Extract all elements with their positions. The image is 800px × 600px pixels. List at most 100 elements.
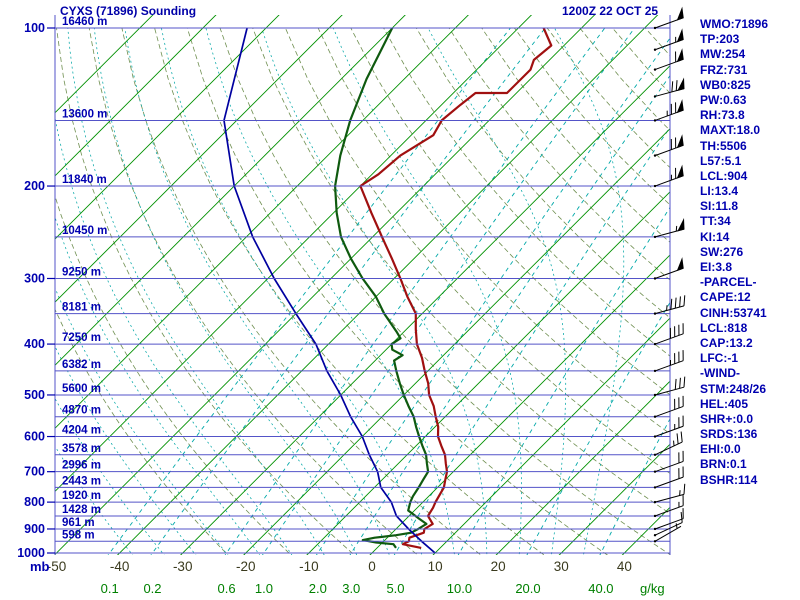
isotherm <box>55 15 469 429</box>
height-label: 1428 m <box>62 504 101 516</box>
barb-pennant <box>676 134 684 149</box>
mixing-ratio-label: 5.0 <box>386 581 404 596</box>
mixing-ratio-label: 0.6 <box>218 581 236 596</box>
dry-adiabat <box>383 27 670 357</box>
mixing-ratio-line <box>393 126 670 555</box>
temp-tick-label: -30 <box>173 559 193 574</box>
stat-line: FRZ:731 <box>700 62 748 77</box>
height-label: 1920 m <box>62 490 101 502</box>
wind-barb <box>653 77 685 98</box>
stat-line: CAP:13.2 <box>700 335 753 350</box>
pressure-unit-label: mb <box>30 559 50 574</box>
pressure-tick-label: 300 <box>24 271 45 285</box>
barb-full <box>680 431 683 443</box>
temp-tick-label: 10 <box>428 559 443 574</box>
mixing-ratio-label: 0.2 <box>143 581 161 596</box>
stat-line: WB0:825 <box>700 77 751 92</box>
stat-line: MW:254 <box>700 47 746 62</box>
pressure-tick-label: 900 <box>24 522 45 536</box>
barb-half <box>675 523 678 529</box>
moist-adiabat <box>55 397 165 555</box>
stat-line: TP:203 <box>700 32 740 47</box>
isotherm <box>369 254 670 555</box>
stat-line: LI:13.4 <box>700 184 739 199</box>
wind-barb <box>653 217 685 239</box>
height-label: 3578 m <box>62 443 101 455</box>
temp-tick-label: 20 <box>491 559 506 574</box>
barb-staff <box>654 305 685 315</box>
mixing-unit-label: g/kg <box>640 581 665 596</box>
pressure-tick-label: 800 <box>24 495 45 509</box>
mixing-ratio-line <box>107 27 511 555</box>
moist-adiabat <box>93 27 358 555</box>
wind-barb <box>653 450 684 473</box>
wind-barb <box>653 323 684 346</box>
dry-adiabat <box>88 27 419 555</box>
mixing-ratio-label: 10.0 <box>447 581 472 596</box>
barb-staff <box>654 525 682 542</box>
isotherm <box>55 15 406 366</box>
temperature-path <box>359 27 553 549</box>
moist-adiabat <box>161 27 423 555</box>
dry-adiabat-lines <box>55 27 670 555</box>
barb-pennant <box>676 257 684 272</box>
pressure-tick-label: 1000 <box>17 546 45 560</box>
pressure-ticks <box>47 27 55 554</box>
barb-staff <box>654 360 684 372</box>
temp-tick-label: -10 <box>299 559 319 574</box>
barb-full <box>676 433 679 445</box>
isotherm <box>180 65 670 555</box>
wind-barb <box>653 28 684 51</box>
barb-full <box>683 295 686 306</box>
barb-staff <box>654 522 683 536</box>
mixing-ratio-line <box>599 417 670 555</box>
stat-line: MAXT:18.0 <box>700 123 761 138</box>
stat-section-header: -PARCEL- <box>700 275 757 290</box>
barb-pennant <box>676 99 684 114</box>
wind-barb <box>653 395 684 418</box>
height-label: 2996 m <box>62 460 101 472</box>
temp-tick-label: 0 <box>368 559 376 574</box>
barb-staff <box>654 386 685 396</box>
barb-full <box>680 511 683 523</box>
height-label: 598 m <box>62 529 95 541</box>
barb-staff <box>654 518 684 530</box>
moist-adiabat-lines <box>55 27 625 555</box>
height-label: 7250 m <box>62 332 101 344</box>
wind-barb <box>653 483 686 504</box>
pressure-tick-label: 600 <box>24 430 45 444</box>
isotherm <box>306 191 670 555</box>
isobar-lines <box>55 27 670 554</box>
barb-full <box>671 81 674 92</box>
mixing-ratio-line <box>150 27 546 555</box>
moist-adiabat <box>205 27 455 555</box>
barb-pennant <box>676 164 684 179</box>
wind-barb <box>653 257 684 280</box>
mixing-ratio-label: 1.0 <box>255 581 273 596</box>
wind-barb <box>653 466 684 489</box>
barb-full <box>675 80 678 91</box>
height-label: 16460 m <box>62 16 107 28</box>
barb-staff <box>654 405 684 418</box>
isotherm <box>116 15 659 555</box>
wind-barb <box>653 350 684 373</box>
stat-line: KI:14 <box>700 229 730 244</box>
pressure-tick-label: 400 <box>24 337 45 351</box>
moist-adiabat <box>124 27 390 555</box>
stat-line: LCL:818 <box>700 320 748 335</box>
pressure-tick-label: 200 <box>24 179 45 193</box>
height-label: 13600 m <box>62 108 107 120</box>
barb-full <box>674 378 677 390</box>
stat-line: LFC:-1 <box>700 351 738 366</box>
wind-barb <box>653 295 686 315</box>
stat-line: HEL:405 <box>700 396 749 411</box>
height-label: 10450 m <box>62 225 107 237</box>
mixing-ratio-line <box>349 74 670 555</box>
stat-line: CINH:53741 <box>700 305 767 320</box>
barb-staff <box>654 441 683 456</box>
temp-tick-label: -50 <box>47 559 67 574</box>
barb-pennant <box>676 28 684 43</box>
mixing-ratio-lines <box>107 27 670 555</box>
mixing-ratio-label: 0.1 <box>101 581 119 596</box>
stat-line: EI:3.8 <box>700 260 733 274</box>
